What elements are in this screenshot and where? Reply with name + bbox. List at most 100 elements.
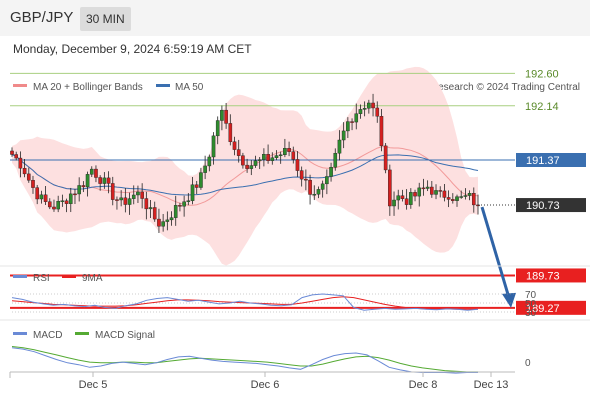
- candle: [236, 139, 241, 163]
- candle: [291, 146, 296, 164]
- candle-body: [299, 170, 304, 180]
- candle: [425, 180, 430, 192]
- candle-body: [392, 199, 396, 207]
- candle-body: [186, 200, 191, 202]
- candle-body: [320, 183, 325, 190]
- candle: [400, 189, 405, 202]
- candle: [43, 186, 48, 205]
- rsi-level-label: 50: [525, 299, 537, 310]
- candle-body: [161, 221, 165, 227]
- rsi-ma-legend-label: 9MA: [82, 273, 103, 284]
- candle-body: [274, 155, 279, 158]
- candle: [409, 188, 413, 209]
- forecast-arrow-head: [502, 292, 516, 308]
- candle-body: [165, 219, 170, 222]
- candle-body: [434, 190, 438, 195]
- candle-body: [354, 113, 359, 123]
- candle: [110, 176, 115, 206]
- candle-body: [350, 121, 354, 123]
- candle: [396, 189, 401, 210]
- candle: [232, 136, 237, 156]
- candle-body: [245, 164, 249, 169]
- candle-body: [136, 191, 140, 196]
- candle: [392, 191, 396, 216]
- candle: [178, 202, 182, 212]
- candle-body: [455, 196, 459, 201]
- pivot-label-box: [516, 153, 586, 167]
- candle: [22, 158, 27, 178]
- candle-body: [52, 206, 56, 210]
- timeframe-button[interactable]: 30 MIN: [80, 7, 131, 31]
- candle-body: [442, 190, 447, 198]
- ma50-line: [11, 154, 479, 196]
- candle: [329, 162, 333, 182]
- candle: [115, 196, 119, 210]
- timestamp: Monday, December 9, 2024 6:59:19 AM CET: [13, 42, 252, 56]
- candle: [299, 166, 304, 187]
- candle-body: [379, 116, 384, 147]
- macd-line: [11, 347, 478, 374]
- candle: [350, 118, 354, 131]
- candle: [451, 193, 455, 204]
- candle-body: [169, 217, 174, 221]
- candle-body: [43, 194, 48, 202]
- candle: [98, 175, 102, 191]
- candle: [89, 166, 94, 178]
- candle: [442, 183, 447, 202]
- candle-body: [446, 197, 451, 200]
- candle-body: [312, 193, 317, 196]
- candle: [157, 208, 161, 234]
- candle-body: [47, 201, 52, 208]
- candle-body: [316, 189, 321, 195]
- candle-body: [430, 186, 434, 195]
- candle-body: [467, 193, 472, 196]
- candle-body: [295, 159, 300, 171]
- rsi-legend-swatch: [13, 275, 27, 278]
- candle: [262, 148, 266, 167]
- candle: [182, 195, 186, 217]
- candle-body: [358, 109, 363, 114]
- candle-body: [463, 195, 468, 197]
- candle-body: [249, 165, 254, 169]
- candle: [35, 184, 39, 205]
- candle: [341, 122, 346, 149]
- candle: [304, 169, 308, 191]
- candle-body: [367, 102, 371, 109]
- support-1-label: 189.73: [526, 270, 560, 282]
- candle: [287, 141, 291, 157]
- candle-body: [425, 186, 430, 189]
- candle-body: [438, 190, 443, 192]
- candle-body: [451, 199, 455, 201]
- candle-body: [148, 207, 153, 210]
- candle-body: [68, 193, 73, 204]
- candle: [413, 189, 417, 202]
- rsi-level-label: 70: [525, 290, 537, 301]
- candle: [64, 198, 69, 213]
- candle: [379, 108, 384, 152]
- credit-text: Research © 2024 Trading Central: [431, 82, 580, 93]
- macd-legend-label: MACD: [33, 330, 62, 341]
- candle-body: [253, 160, 258, 166]
- candle: [308, 174, 312, 205]
- forecast-arrow-shaft: [480, 206, 511, 299]
- candle-body: [215, 120, 220, 137]
- candle-body: [127, 198, 132, 205]
- candle: [367, 99, 371, 114]
- candle-body: [241, 155, 245, 166]
- candle: [10, 147, 14, 157]
- candle-body: [308, 179, 312, 195]
- candle: [26, 167, 31, 183]
- candle-body: [85, 174, 90, 188]
- candle-body: [194, 184, 199, 188]
- candle-body: [417, 187, 422, 197]
- candle-body: [64, 200, 69, 204]
- candle: [459, 190, 464, 199]
- time-tick-label: Dec 8: [409, 379, 438, 391]
- candle: [173, 195, 178, 226]
- candle-body: [26, 173, 31, 181]
- candle-body: [409, 192, 413, 205]
- candle: [47, 198, 52, 210]
- time-tick-label: Dec 6: [251, 379, 280, 391]
- candle: [257, 156, 262, 170]
